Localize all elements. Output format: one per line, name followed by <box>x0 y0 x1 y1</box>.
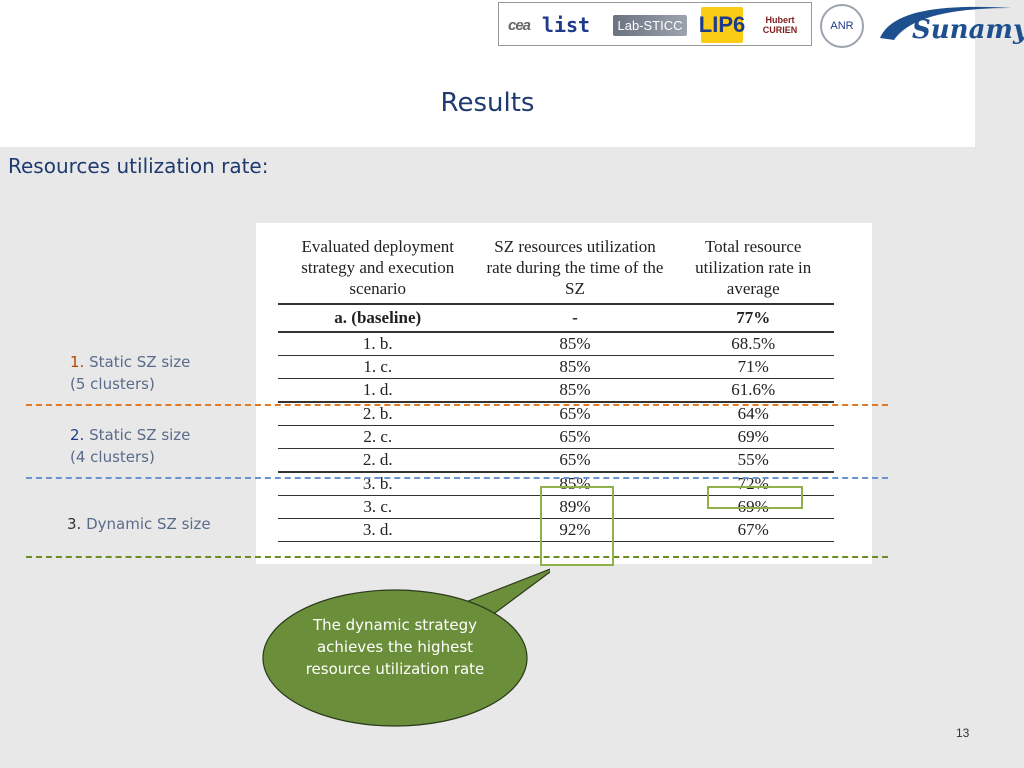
group2-label: 2. Static SZ size (4 clusters) <box>70 424 190 468</box>
group3-text: Dynamic SZ size <box>86 515 211 533</box>
slide-title: Results <box>440 88 535 118</box>
callout-ellipse <box>262 589 528 727</box>
sunamy-wave-icon <box>880 6 1012 41</box>
table-cell: 2. c. <box>278 425 478 449</box>
sunamy-logo: Sunamy <box>880 6 1024 45</box>
group2-subtext: (4 clusters) <box>70 448 155 466</box>
table-cell: 85% <box>477 355 673 379</box>
table-cell: 67% <box>672 518 834 542</box>
right-strip <box>975 0 1024 768</box>
table-cell: 65% <box>477 425 673 449</box>
curien-logo-line2: CURIEN <box>762 25 798 35</box>
table-cell: 1. d. <box>278 378 478 403</box>
total-rate-highlight-box <box>707 486 803 509</box>
table-cell: - <box>477 304 673 333</box>
table-cell: 2. d. <box>278 448 478 473</box>
group2-divider <box>26 477 888 479</box>
table-row: 3. d. 92% 67% <box>278 518 834 542</box>
group3-divider <box>26 556 888 558</box>
labsticc-logo: Lab-STICC <box>609 11 691 39</box>
curien-logo: Hubert CURIEN <box>753 7 807 43</box>
table-cell: 68.5% <box>672 332 834 356</box>
table-cell: 3. d. <box>278 518 478 542</box>
table-cell: 3. b. <box>278 472 478 496</box>
anr-logo: ANR <box>820 4 864 48</box>
group1-number: 1. <box>70 353 85 371</box>
header-band <box>0 0 975 147</box>
table-header-row: Evaluated deployment strategy and execut… <box>278 233 834 305</box>
header-sz-rate: SZ resources utilization rate during the… <box>477 233 673 305</box>
lip6-logo: LIP6 <box>699 7 745 43</box>
table-row: 2. d. 65% 55% <box>278 448 834 473</box>
table-cell: 92% <box>477 518 673 542</box>
table-row: 1. c. 85% 71% <box>278 355 834 379</box>
table-cell: 1. c. <box>278 355 478 379</box>
table-cell: 65% <box>477 448 673 473</box>
table-cell: 2. b. <box>278 402 478 426</box>
table-cell: 65% <box>477 402 673 426</box>
table-cell: 3. c. <box>278 495 478 519</box>
cea-logo: cea <box>507 16 531 34</box>
sz-rate-highlight-box <box>540 486 614 566</box>
slide-subtitle: Resources utilization rate: <box>8 154 269 178</box>
table-cell: 61.6% <box>672 378 834 403</box>
list-logo: list <box>541 13 591 37</box>
group1-text: Static SZ size <box>89 353 191 371</box>
table-cell: 55% <box>672 448 834 473</box>
table-cell: 85% <box>477 378 673 403</box>
sunamy-logo-text: Sunamy <box>912 15 1024 45</box>
curien-logo-line1: Hubert <box>765 15 795 25</box>
table-row: 2. c. 65% 69% <box>278 425 834 449</box>
table-row: a. (baseline) - 77% <box>278 304 834 333</box>
table-cell: 89% <box>477 495 673 519</box>
table-cell: 1. b. <box>278 332 478 356</box>
group2-text: Static SZ size <box>89 426 191 444</box>
group1-divider <box>26 404 888 406</box>
header-strategy: Evaluated deployment strategy and execut… <box>278 233 478 305</box>
table-cell: 64% <box>672 402 834 426</box>
labsticc-logo-text: Lab-STICC <box>613 14 687 36</box>
table-cell: 77% <box>672 304 834 333</box>
table-cell: 69% <box>672 425 834 449</box>
group1-label: 1. Static SZ size (5 clusters) <box>70 351 190 395</box>
group3-label: 3. Dynamic SZ size <box>67 513 211 535</box>
callout-text: The dynamic strategy achieves the highes… <box>305 616 485 678</box>
header-total-rate: Total resource utilization rate in avera… <box>672 233 834 305</box>
callout-bubble <box>262 568 550 727</box>
table-row: 1. b. 85% 68.5% <box>278 332 834 356</box>
table-row: 1. d. 85% 61.6% <box>278 378 834 403</box>
table-cell: 85% <box>477 332 673 356</box>
callout-join <box>438 604 463 634</box>
table-row: 2. b. 65% 64% <box>278 402 834 426</box>
table-cell: a. (baseline) <box>278 304 478 333</box>
group3-number: 3. <box>67 515 82 533</box>
table-cell: 71% <box>672 355 834 379</box>
group2-number: 2. <box>70 426 85 444</box>
group1-subtext: (5 clusters) <box>70 375 155 393</box>
partner-logos: cea list Lab-STICC LIP6 Hubert CURIEN <box>498 2 812 46</box>
page-number: 13 <box>956 726 970 740</box>
